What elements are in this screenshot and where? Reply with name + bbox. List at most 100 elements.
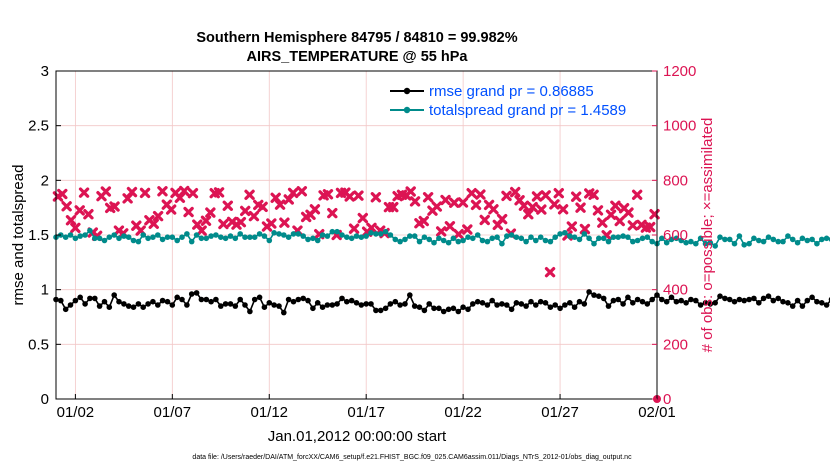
rmse-point bbox=[416, 304, 423, 311]
obs-assimilated-point bbox=[257, 201, 268, 213]
rmse-point bbox=[82, 301, 88, 307]
obs-assimilated-point bbox=[501, 190, 512, 202]
rmse-point bbox=[508, 306, 515, 313]
rmse-point bbox=[329, 302, 336, 308]
spread-point bbox=[615, 234, 621, 240]
rmse-point bbox=[799, 303, 806, 309]
rmse-point bbox=[460, 304, 466, 311]
obs-assimilated-point bbox=[470, 199, 482, 211]
rmse-point bbox=[353, 300, 360, 306]
spread-point bbox=[130, 237, 137, 244]
spread-point bbox=[789, 236, 796, 243]
legend-rmse-marker bbox=[403, 87, 411, 95]
spread-point bbox=[707, 239, 714, 246]
spread-point bbox=[193, 232, 200, 238]
obs-assimilated-point bbox=[496, 213, 508, 225]
rmse-point bbox=[305, 297, 311, 304]
spread-point bbox=[760, 238, 767, 245]
spread-point bbox=[87, 227, 93, 234]
spread-point bbox=[780, 238, 786, 245]
obs-assimilated-point bbox=[457, 197, 469, 208]
rmse-point bbox=[663, 298, 670, 305]
obs-assimilated-point bbox=[388, 201, 399, 213]
spread-point bbox=[251, 234, 258, 240]
rmse-point bbox=[237, 296, 243, 303]
spread-point bbox=[208, 233, 214, 239]
spread-point bbox=[150, 234, 156, 240]
spread-point bbox=[339, 232, 345, 238]
rmse-series bbox=[53, 289, 830, 316]
obs-assimilated-point bbox=[536, 204, 547, 215]
spread-point bbox=[746, 240, 752, 247]
rmse-point bbox=[668, 294, 675, 301]
rmse-point bbox=[208, 298, 214, 305]
spread-point bbox=[508, 232, 515, 238]
spread-point bbox=[402, 236, 408, 243]
rmse-point bbox=[242, 302, 248, 308]
obs-assimilated-point bbox=[322, 189, 334, 200]
rmse-point bbox=[731, 298, 738, 305]
y-tick-label: 0 bbox=[41, 391, 49, 408]
spread-point bbox=[547, 238, 554, 245]
spread-point bbox=[819, 236, 825, 243]
obs-assimilated-point bbox=[518, 200, 530, 211]
rmse-point bbox=[794, 297, 801, 304]
rmse-point bbox=[596, 293, 602, 300]
obs-assimilated-point bbox=[240, 205, 251, 217]
spread-point bbox=[247, 234, 253, 240]
spread-point bbox=[67, 232, 74, 238]
rmse-point bbox=[542, 300, 549, 306]
rmse-point bbox=[630, 300, 636, 306]
rmse-point bbox=[610, 297, 617, 304]
spread-point bbox=[92, 235, 98, 242]
spread-point bbox=[329, 228, 336, 235]
spread-point bbox=[610, 234, 617, 240]
rmse-point bbox=[591, 292, 597, 298]
spread-point bbox=[649, 238, 655, 245]
obs-assimilated-point bbox=[100, 186, 112, 197]
rmse-point bbox=[358, 302, 365, 308]
rmse-point bbox=[290, 298, 297, 305]
spread-point bbox=[688, 238, 694, 245]
rmse-point bbox=[58, 297, 64, 304]
rmse-point bbox=[218, 303, 224, 309]
spread-point bbox=[605, 238, 612, 245]
spread-point bbox=[533, 237, 539, 244]
spread-point bbox=[314, 237, 321, 244]
obs-assimilated-point bbox=[370, 192, 382, 203]
rmse-point bbox=[111, 292, 117, 298]
obs-assimilated-point bbox=[296, 186, 308, 197]
rmse-point bbox=[484, 302, 491, 308]
spread-point bbox=[581, 231, 588, 237]
spread-point bbox=[324, 233, 331, 239]
rmse-point bbox=[557, 305, 563, 312]
spread-point bbox=[261, 233, 268, 239]
obs-assimilated-point bbox=[65, 215, 77, 226]
obs-count-series bbox=[52, 185, 661, 403]
legend-rmse-label: rmse grand pr = 0.86885 bbox=[429, 83, 594, 100]
obs-assimilated-point bbox=[523, 209, 534, 220]
rmse-point bbox=[198, 296, 205, 303]
y2-tick-label: 400 bbox=[663, 282, 688, 299]
spread-point bbox=[785, 233, 791, 239]
rmse-point bbox=[770, 297, 777, 304]
rmse-point bbox=[440, 308, 447, 315]
y2-tick-label: 800 bbox=[663, 172, 688, 189]
spread-point bbox=[242, 234, 248, 240]
obs-assimilated-point bbox=[348, 223, 360, 234]
spread-point bbox=[693, 240, 699, 247]
spread-point bbox=[159, 236, 166, 243]
obs-assimilated-point bbox=[440, 194, 451, 206]
obs-assimilated-point bbox=[479, 214, 490, 226]
obs-assimilated-point bbox=[287, 187, 299, 199]
rmse-point bbox=[62, 306, 69, 313]
rmse-point bbox=[431, 305, 437, 312]
rmse-point bbox=[683, 300, 689, 306]
spread-point bbox=[179, 234, 185, 240]
rmse-point bbox=[465, 306, 471, 313]
rmse-point bbox=[756, 300, 762, 306]
spread-point bbox=[121, 233, 127, 239]
rmse-point bbox=[528, 298, 534, 305]
spread-point bbox=[683, 239, 689, 246]
spread-point bbox=[271, 230, 277, 236]
